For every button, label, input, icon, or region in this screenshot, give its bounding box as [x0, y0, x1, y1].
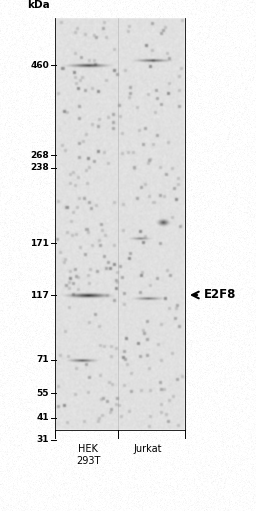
- Text: E2F8: E2F8: [204, 289, 236, 301]
- Text: 117: 117: [30, 290, 49, 299]
- Text: 460: 460: [30, 60, 49, 69]
- Text: 41: 41: [36, 413, 49, 423]
- Text: 238: 238: [30, 164, 49, 173]
- Text: 171: 171: [30, 239, 49, 247]
- Text: 31: 31: [37, 435, 49, 445]
- Text: 268: 268: [30, 151, 49, 159]
- Text: Jurkat: Jurkat: [134, 444, 162, 454]
- Text: kDa: kDa: [27, 0, 50, 10]
- Text: 71: 71: [36, 356, 49, 364]
- Text: HEK
293T: HEK 293T: [76, 444, 100, 466]
- Text: 55: 55: [37, 388, 49, 398]
